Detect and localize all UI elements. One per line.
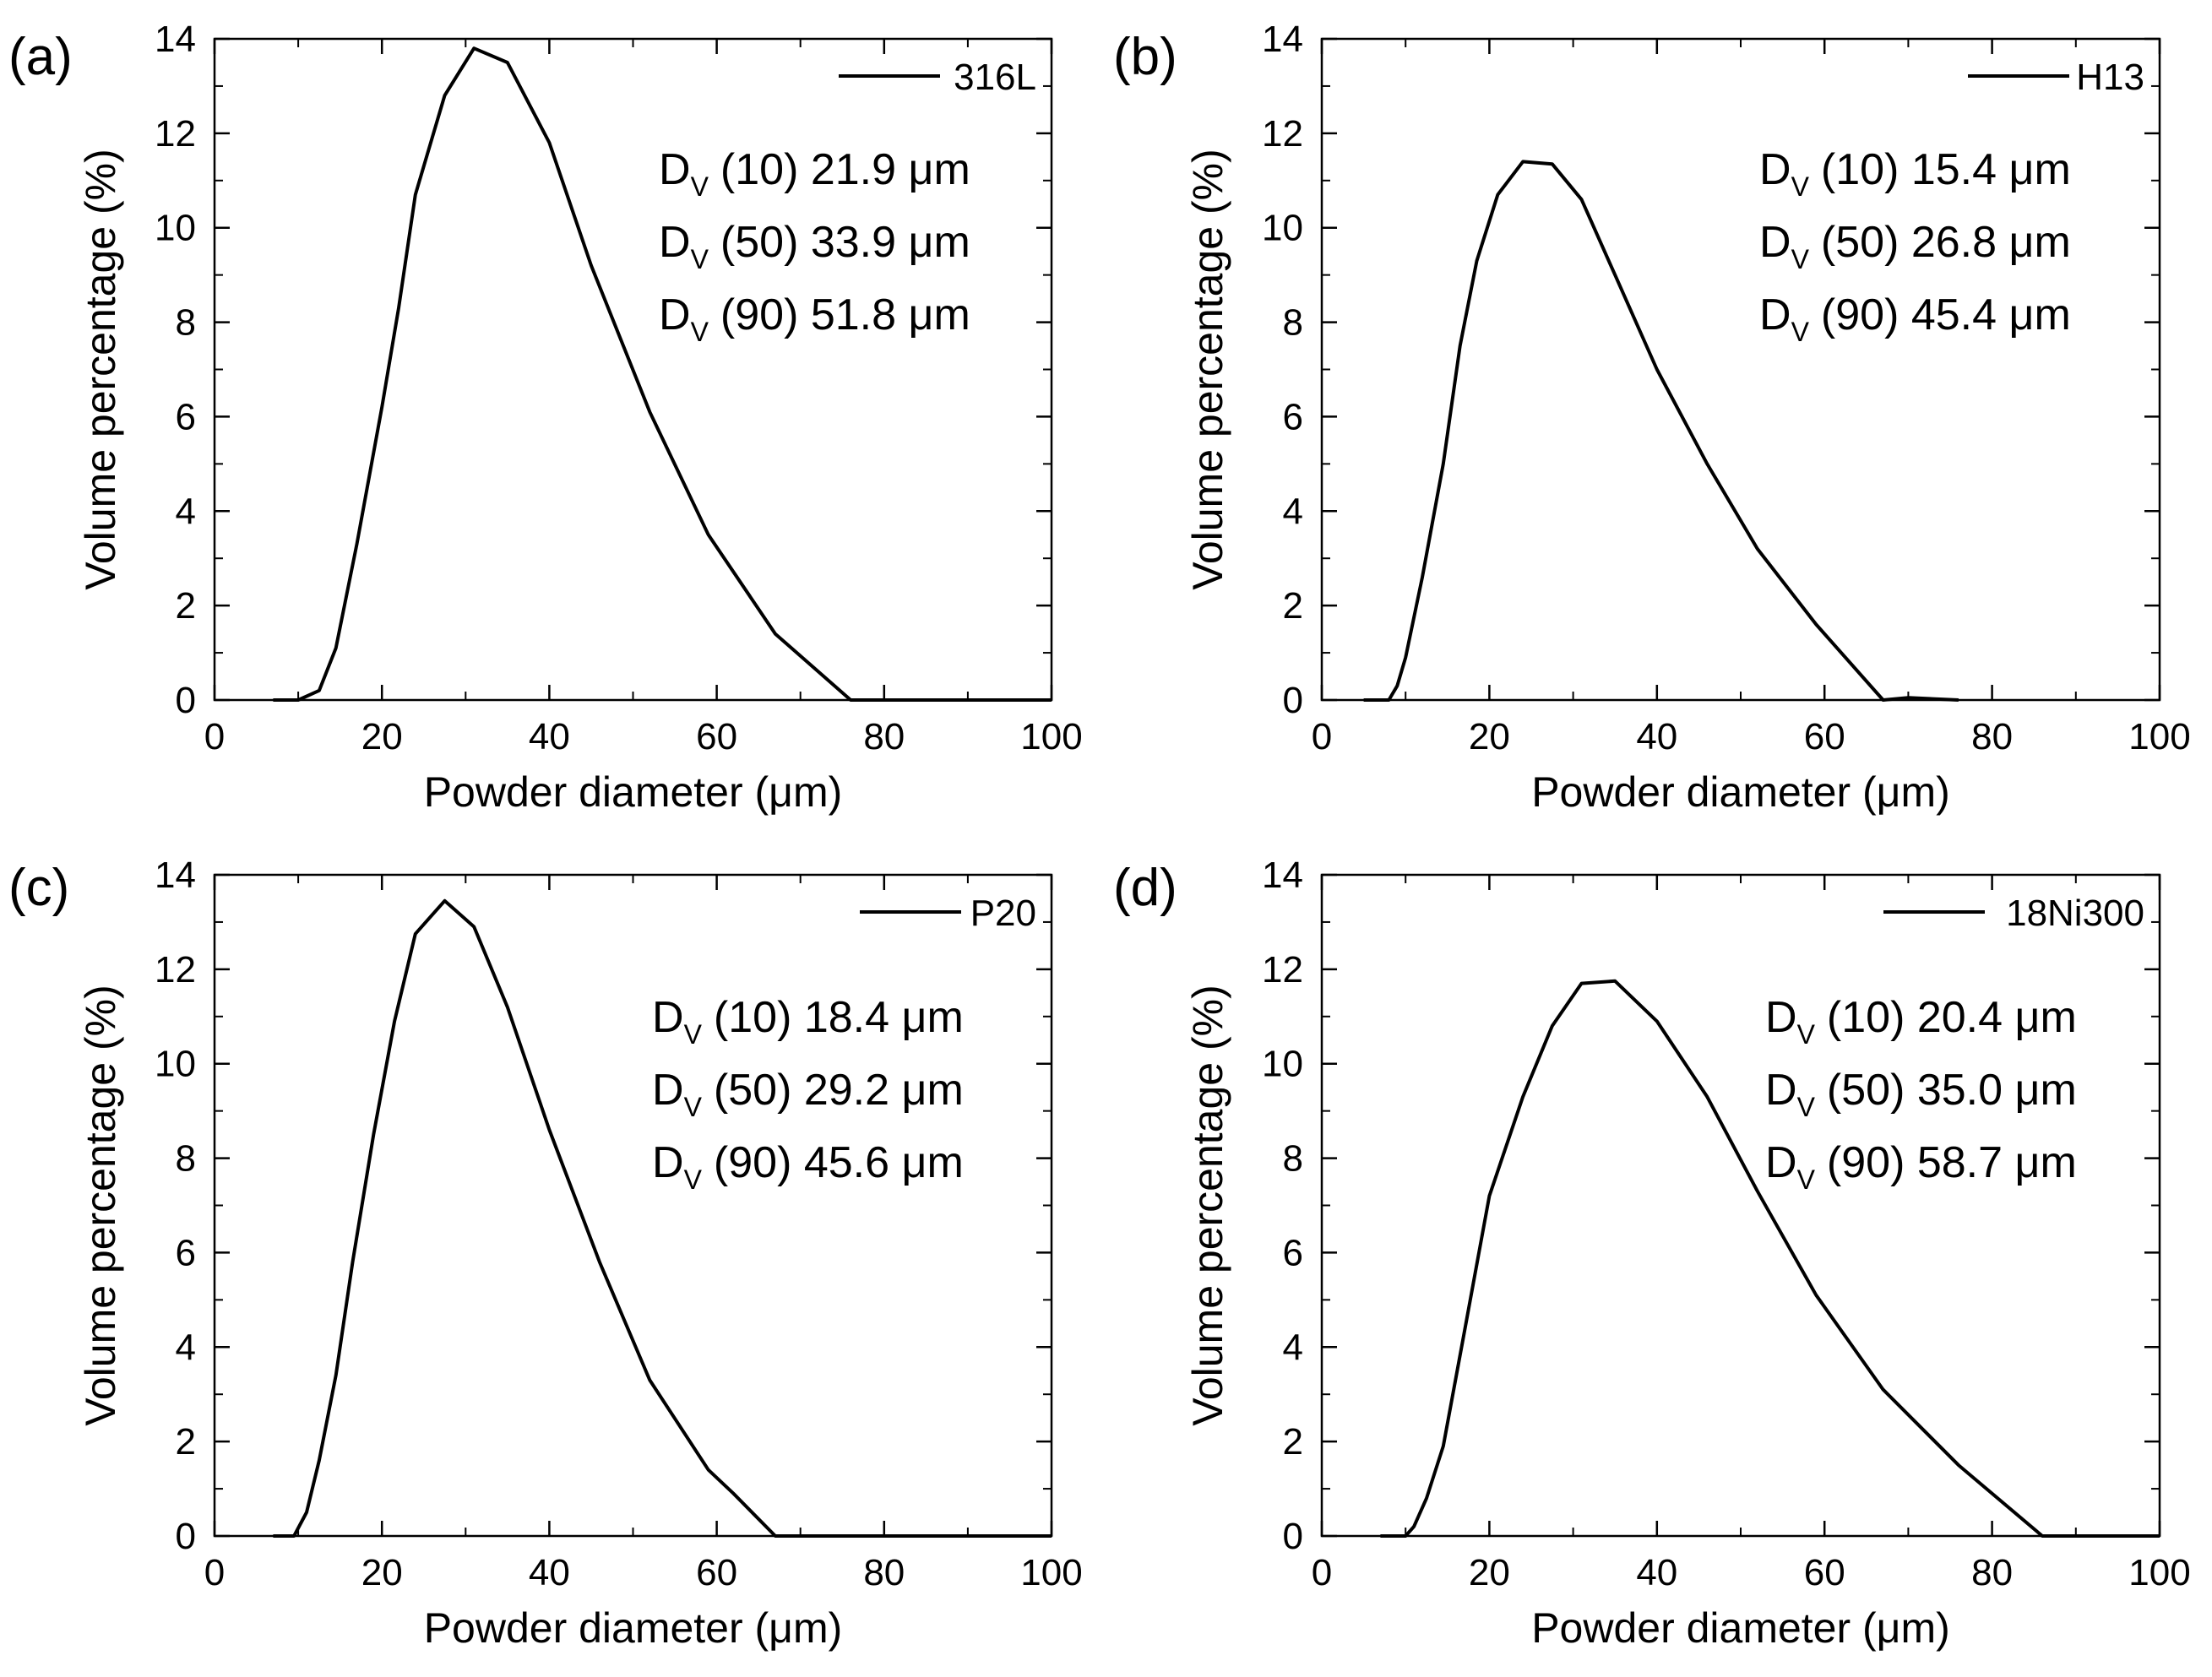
stat-annotation: DV (10) 18.4 μm xyxy=(652,993,964,1050)
x-tick-label: 20 xyxy=(1469,716,1510,757)
x-tick-label: 80 xyxy=(863,716,905,757)
y-tick-label: 4 xyxy=(176,491,196,532)
y-tick-label: 12 xyxy=(1262,113,1303,155)
stat-annotation: DV (50) 29.2 μm xyxy=(652,1066,964,1122)
y-axis-title: Volume percentage (%) xyxy=(77,985,124,1426)
x-tick-label: 20 xyxy=(361,716,403,757)
x-tick-label: 80 xyxy=(1971,1552,2013,1593)
y-tick-label: 6 xyxy=(1283,1232,1303,1273)
plot-frame xyxy=(1320,873,2161,1538)
y-tick-label: 0 xyxy=(176,1516,196,1557)
y-tick-label: 14 xyxy=(1262,855,1303,896)
stat-annotation: DV (50) 33.9 μm xyxy=(659,218,970,274)
y-tick-label: 12 xyxy=(155,949,196,990)
panel-label: (b) xyxy=(1113,28,1177,86)
x-tick-label: 60 xyxy=(696,1552,737,1593)
x-tick-label: 60 xyxy=(1804,1552,1845,1593)
x-tick-label: 100 xyxy=(2128,716,2190,757)
x-tick-label: 40 xyxy=(529,1552,570,1593)
series-line-316L xyxy=(273,46,1052,702)
y-tick-label: 2 xyxy=(176,585,196,627)
x-axis-title: Powder diameter (μm) xyxy=(1531,768,1950,816)
x-tick-label: 0 xyxy=(1312,716,1332,757)
x-tick-label: 0 xyxy=(204,1552,225,1593)
x-tick-label: 100 xyxy=(2128,1552,2190,1593)
x-tick-label: 60 xyxy=(1804,716,1845,757)
stat-annotation: DV (90) 45.6 μm xyxy=(652,1138,964,1195)
y-axis-title: Volume percentage (%) xyxy=(77,149,124,590)
stat-annotation: DV (90) 45.4 μm xyxy=(1759,290,2071,347)
y-axis-title: Volume percentage (%) xyxy=(1184,149,1231,590)
y-tick-label: 8 xyxy=(176,302,196,344)
y-tick-label: 8 xyxy=(1283,302,1303,344)
panel-label: (c) xyxy=(8,859,69,917)
stat-annotation: DV (50) 26.8 μm xyxy=(1759,218,2071,274)
stat-annotation: DV (10) 21.9 μm xyxy=(659,145,970,202)
y-tick-label: 14 xyxy=(155,19,196,60)
x-tick-label: 80 xyxy=(863,1552,905,1593)
y-tick-label: 10 xyxy=(1262,1044,1303,1085)
series-line-18Ni300 xyxy=(1380,979,2160,1538)
y-tick-label: 8 xyxy=(1283,1138,1303,1180)
y-tick-label: 14 xyxy=(155,855,196,896)
stat-annotation: DV (50) 35.0 μm xyxy=(1765,1066,2077,1122)
y-tick-label: 6 xyxy=(176,1232,196,1273)
series-line-P20 xyxy=(273,898,1052,1538)
stat-annotation: DV (90) 58.7 μm xyxy=(1765,1138,2077,1195)
panel-label: (a) xyxy=(8,28,73,86)
x-tick-label: 20 xyxy=(361,1552,403,1593)
legend-label: 316L xyxy=(954,57,1036,98)
x-tick-label: 20 xyxy=(1469,1552,1510,1593)
plot-frame xyxy=(1320,37,2161,702)
y-tick-label: 2 xyxy=(1283,585,1303,627)
y-tick-label: 10 xyxy=(155,208,196,249)
x-tick-label: 40 xyxy=(529,716,570,757)
x-axis-title: Powder diameter (μm) xyxy=(424,1604,843,1652)
x-axis-title: Powder diameter (μm) xyxy=(1531,1604,1950,1652)
x-tick-label: 0 xyxy=(204,716,225,757)
y-axis-title: Volume percentage (%) xyxy=(1184,985,1231,1426)
x-axis-title: Powder diameter (μm) xyxy=(424,768,843,816)
y-tick-label: 8 xyxy=(176,1138,196,1180)
x-tick-label: 0 xyxy=(1312,1552,1332,1593)
y-tick-label: 2 xyxy=(1283,1421,1303,1463)
y-tick-label: 14 xyxy=(1262,19,1303,60)
y-tick-label: 2 xyxy=(176,1421,196,1463)
y-tick-label: 0 xyxy=(1283,680,1303,721)
x-tick-label: 40 xyxy=(1636,1552,1677,1593)
y-tick-label: 0 xyxy=(1283,1516,1303,1557)
chart-panel-b: 0 20 40 60 80 100 0 2 4 6 8 10 12 14 Powder diameter (… xyxy=(1113,19,2191,816)
stat-annotation: DV (10) 20.4 μm xyxy=(1765,993,2077,1050)
y-tick-label: 12 xyxy=(155,113,196,155)
legend-label: P20 xyxy=(970,893,1036,934)
y-tick-label: 10 xyxy=(155,1044,196,1085)
y-tick-label: 6 xyxy=(1283,396,1303,437)
chart-panel-a: 0 20 40 60 80 100 0 2 4 6 8 10 12 14 Powder diameter (… xyxy=(8,19,1083,816)
plot-frame xyxy=(213,873,1053,1538)
x-tick-label: 80 xyxy=(1971,716,2013,757)
x-tick-label: 100 xyxy=(1020,716,1082,757)
legend-label: H13 xyxy=(2076,57,2144,98)
y-tick-label: 4 xyxy=(1283,491,1303,532)
chart-panel-d: 0 20 40 60 80 100 0 2 4 6 8 10 12 14 Powder diameter (… xyxy=(1113,855,2191,1652)
y-tick-label: 4 xyxy=(1283,1327,1303,1368)
chart-panel-c: 0 20 40 60 80 100 0 2 4 6 8 10 12 14 Powder diameter (… xyxy=(8,855,1083,1652)
y-tick-label: 12 xyxy=(1262,949,1303,990)
x-tick-label: 40 xyxy=(1636,716,1677,757)
legend-label: 18Ni300 xyxy=(2006,893,2144,934)
stat-annotation: DV (10) 15.4 μm xyxy=(1759,145,2071,202)
panel-label: (d) xyxy=(1113,859,1177,917)
y-tick-label: 4 xyxy=(176,1327,196,1368)
x-tick-label: 100 xyxy=(1020,1552,1082,1593)
y-tick-label: 0 xyxy=(176,680,196,721)
y-tick-label: 10 xyxy=(1262,208,1303,249)
x-tick-label: 60 xyxy=(696,716,737,757)
series-line-H13 xyxy=(1363,160,1959,702)
y-tick-label: 6 xyxy=(176,396,196,437)
stat-annotation: DV (90) 51.8 μm xyxy=(659,290,970,347)
